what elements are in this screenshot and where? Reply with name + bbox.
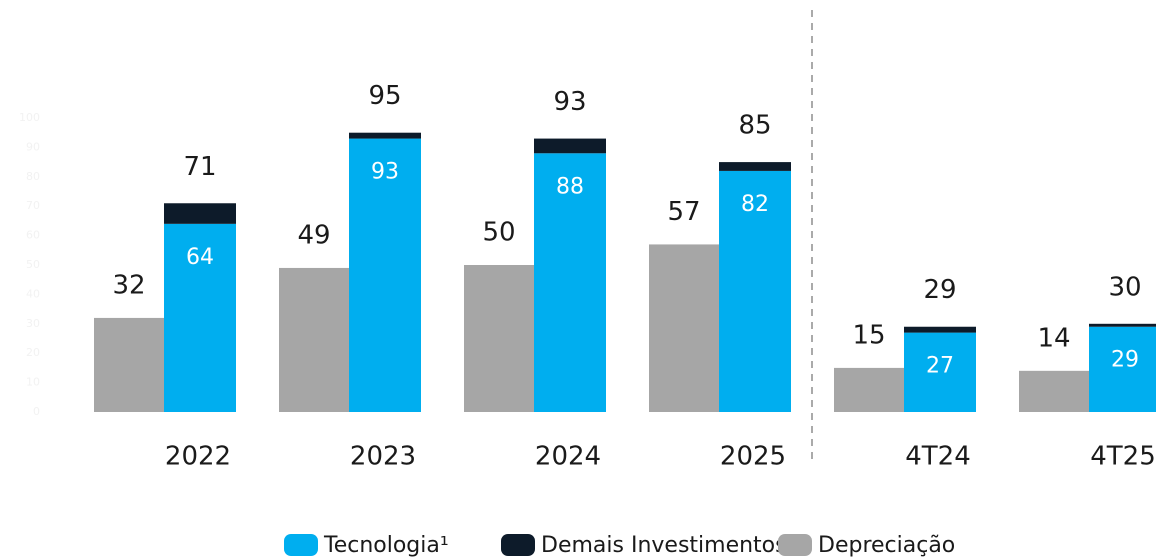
y-tick-label: 10 (26, 376, 40, 389)
value-label: 64 (186, 245, 214, 270)
legend-swatch (284, 534, 318, 556)
y-tick-label: 90 (26, 140, 40, 153)
total-label: 93 (553, 87, 586, 117)
total-label: 29 (923, 275, 956, 305)
bar (164, 223, 236, 412)
total-label: 85 (738, 111, 771, 141)
bar (164, 203, 236, 224)
bar (534, 153, 606, 412)
y-tick-label: 0 (33, 405, 40, 418)
bar (94, 317, 164, 412)
x-tick-label: 4T24 (905, 442, 971, 472)
bar (534, 138, 606, 154)
x-tick-label: 2022 (165, 442, 231, 472)
bar (649, 244, 719, 412)
value-label: 57 (667, 197, 700, 227)
legend-label: Depreciação (818, 533, 955, 557)
bar (834, 367, 904, 412)
value-label: 82 (741, 192, 769, 217)
value-label: 14 (1037, 323, 1070, 353)
bar (1089, 323, 1156, 327)
y-tick-label: 60 (26, 229, 40, 242)
bar (1019, 370, 1089, 412)
y-tick-label: 70 (26, 199, 40, 212)
bar (1089, 326, 1156, 412)
legend-label: Tecnologia¹ (323, 533, 449, 557)
value-label: 29 (1111, 348, 1139, 373)
legend-label: Demais Investimentos (541, 533, 787, 557)
bar (279, 267, 349, 412)
x-tick-label: 2025 (720, 442, 786, 472)
bar (464, 265, 534, 412)
value-label: 49 (297, 220, 330, 250)
bar (349, 132, 421, 139)
value-label: 27 (926, 354, 954, 379)
value-label: 50 (482, 218, 515, 248)
bar (904, 326, 976, 333)
y-tick-label: 50 (26, 258, 40, 271)
bar (904, 332, 976, 412)
x-tick-label: 2024 (535, 442, 601, 472)
y-tick-label: 30 (26, 317, 40, 330)
value-label: 32 (112, 270, 145, 300)
bar (719, 170, 791, 412)
x-tick-label: 4T25 (1090, 442, 1156, 472)
value-label: 88 (556, 174, 584, 199)
legend-swatch (778, 534, 812, 556)
total-label: 71 (183, 152, 216, 182)
y-tick-label: 100 (19, 111, 40, 124)
y-tick-label: 40 (26, 287, 40, 300)
value-label: 15 (852, 320, 885, 350)
legend-swatch (501, 534, 535, 556)
total-label: 30 (1108, 272, 1141, 302)
bar (719, 162, 791, 171)
y-tick-label: 20 (26, 346, 40, 359)
bar (349, 138, 421, 412)
y-tick-label: 80 (26, 170, 40, 183)
total-label: 95 (368, 81, 401, 111)
value-label: 93 (371, 160, 399, 185)
x-tick-label: 2023 (350, 442, 416, 472)
